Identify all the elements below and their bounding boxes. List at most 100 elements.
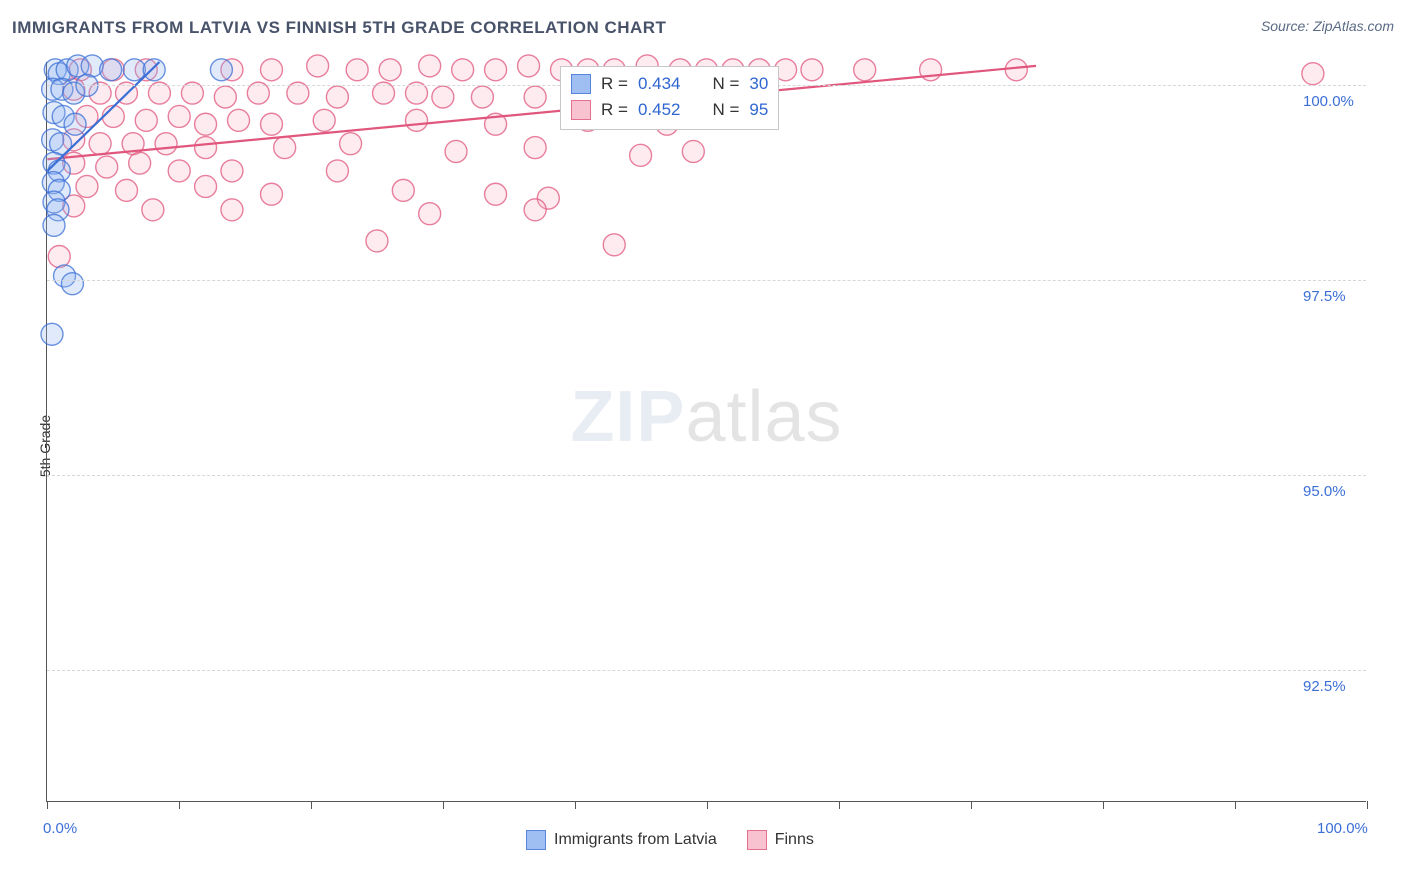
- finns-point: [524, 199, 546, 221]
- legend-label: Finns: [775, 831, 814, 849]
- x-tick-label: 100.0%: [1317, 820, 1368, 837]
- latvia-point: [61, 273, 83, 295]
- x-tick: [1103, 801, 1104, 809]
- finns-point: [392, 179, 414, 201]
- finns-point: [603, 234, 625, 256]
- legend-correlation-box: R = 0.434 N = 30 R = 0.452 N = 95: [560, 66, 779, 130]
- finns-swatch-bottom: [747, 830, 767, 850]
- x-tick: [443, 801, 444, 809]
- finns-point: [1302, 63, 1324, 85]
- finns-point: [524, 86, 546, 108]
- finns-point: [142, 199, 164, 221]
- r-label: R =: [601, 100, 628, 120]
- scatter-svg: [47, 62, 1366, 801]
- latvia-point: [100, 59, 122, 81]
- x-tick: [1235, 801, 1236, 809]
- x-tick: [839, 801, 840, 809]
- finns-point: [340, 133, 362, 155]
- legend-row-latvia: R = 0.434 N = 30: [571, 71, 768, 97]
- n-value: 95: [749, 100, 768, 120]
- finns-point: [135, 109, 157, 131]
- finns-point: [195, 175, 217, 197]
- x-tick: [47, 801, 48, 809]
- legend-item-latvia: Immigrants from Latvia: [526, 830, 717, 850]
- finns-point: [366, 230, 388, 252]
- finns-point: [326, 160, 348, 182]
- finns-point: [214, 86, 236, 108]
- finns-point: [682, 140, 704, 162]
- source-credit: Source: ZipAtlas.com: [1261, 18, 1394, 34]
- finns-point: [129, 152, 151, 174]
- r-label: R =: [601, 74, 628, 94]
- finns-point: [221, 160, 243, 182]
- finns-point: [471, 86, 493, 108]
- gridline-h: [47, 280, 1366, 281]
- r-value: 0.434: [638, 74, 681, 94]
- x-tick: [311, 801, 312, 809]
- latvia-swatch: [571, 74, 591, 94]
- source-name: ZipAtlas.com: [1313, 18, 1394, 34]
- finns-point: [419, 55, 441, 77]
- latvia-swatch-bottom: [526, 830, 546, 850]
- y-tick-label: 97.5%: [1303, 288, 1346, 305]
- x-tick: [575, 801, 576, 809]
- y-tick-label: 100.0%: [1303, 93, 1354, 110]
- finns-point: [485, 183, 507, 205]
- finns-point: [274, 137, 296, 159]
- finns-point: [168, 105, 190, 127]
- finns-point: [801, 59, 823, 81]
- y-tick-label: 92.5%: [1303, 678, 1346, 695]
- chart-title: IMMIGRANTS FROM LATVIA VS FINNISH 5TH GR…: [12, 18, 666, 37]
- finns-point: [452, 59, 474, 81]
- finns-point: [406, 109, 428, 131]
- n-label: N =: [712, 74, 739, 94]
- finns-point: [518, 55, 540, 77]
- latvia-point: [64, 113, 86, 135]
- n-value: 30: [749, 74, 768, 94]
- finns-point: [48, 245, 70, 267]
- source-prefix: Source:: [1261, 18, 1313, 34]
- finns-point: [346, 59, 368, 81]
- plot-area: ZIPatlas 92.5%95.0%97.5%100.0%0.0%100.0%: [46, 62, 1366, 802]
- x-tick: [1367, 801, 1368, 809]
- gridline-h: [47, 475, 1366, 476]
- legend-row-finns: R = 0.452 N = 95: [571, 97, 768, 123]
- finns-point: [168, 160, 190, 182]
- x-tick: [707, 801, 708, 809]
- x-tick-label: 0.0%: [43, 820, 77, 837]
- finns-point: [1005, 59, 1027, 81]
- n-label: N =: [712, 100, 739, 120]
- finns-point: [195, 137, 217, 159]
- y-tick-label: 95.0%: [1303, 483, 1346, 500]
- finns-swatch: [571, 100, 591, 120]
- latvia-point: [43, 214, 65, 236]
- finns-point: [313, 109, 335, 131]
- finns-point: [630, 144, 652, 166]
- r-value: 0.452: [638, 100, 681, 120]
- latvia-point: [41, 323, 63, 345]
- finns-point: [76, 175, 98, 197]
- finns-point: [445, 140, 467, 162]
- finns-point: [261, 113, 283, 135]
- finns-point: [96, 156, 118, 178]
- finns-point: [854, 59, 876, 81]
- finns-point: [102, 105, 124, 127]
- legend-label: Immigrants from Latvia: [554, 831, 717, 849]
- finns-point: [155, 133, 177, 155]
- finns-point: [307, 55, 329, 77]
- legend-item-finns: Finns: [747, 830, 814, 850]
- latvia-point: [210, 59, 232, 81]
- legend-series: Immigrants from Latvia Finns: [526, 830, 814, 850]
- x-tick: [971, 801, 972, 809]
- gridline-h: [47, 670, 1366, 671]
- finns-point: [261, 59, 283, 81]
- finns-point: [379, 59, 401, 81]
- finns-point: [326, 86, 348, 108]
- finns-point: [228, 109, 250, 131]
- finns-point: [524, 137, 546, 159]
- finns-point: [432, 86, 454, 108]
- latvia-point: [143, 59, 165, 81]
- x-tick: [179, 801, 180, 809]
- finns-point: [221, 199, 243, 221]
- finns-point: [485, 59, 507, 81]
